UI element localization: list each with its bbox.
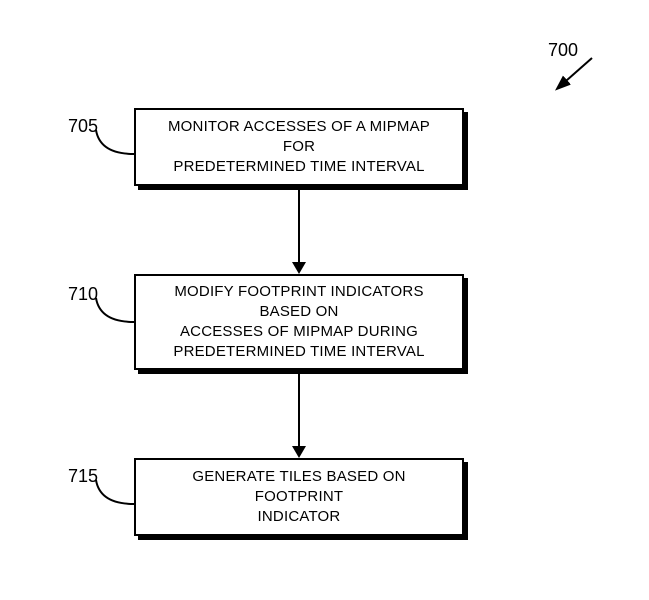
box-content: GENERATE TILES BASED ON FOOTPRINT INDICA…	[134, 458, 464, 536]
leader-curve-710	[94, 296, 138, 330]
figure-pointer-arrow	[540, 50, 610, 100]
step-715-line-2: INDICATOR	[258, 508, 341, 525]
arrow-head-icon	[292, 446, 306, 458]
step-710-line-2: ACCESSES OF MIPMAP DURING	[180, 323, 418, 340]
arrow-line	[298, 374, 300, 446]
leader-curve-705	[94, 128, 138, 162]
step-box-710: MODIFY FOOTPRINT INDICATORS BASED ON ACC…	[134, 274, 464, 370]
step-715-line-1: GENERATE TILES BASED ON FOOTPRINT	[192, 468, 405, 505]
leader-curve-715	[94, 478, 138, 512]
step-710-line-1: MODIFY FOOTPRINT INDICATORS BASED ON	[174, 283, 423, 320]
step-705-line-1: MONITOR ACCESSES OF A MIPMAP FOR	[168, 118, 430, 155]
step-box-705: MONITOR ACCESSES OF A MIPMAP FOR PREDETE…	[134, 108, 464, 186]
step-705-line-2: PREDETERMINED TIME INTERVAL	[173, 158, 424, 175]
arrow-head-icon	[292, 262, 306, 274]
arrow-line	[298, 190, 300, 262]
step-box-715: GENERATE TILES BASED ON FOOTPRINT INDICA…	[134, 458, 464, 536]
step-710-line-3: PREDETERMINED TIME INTERVAL	[173, 343, 424, 360]
box-content: MONITOR ACCESSES OF A MIPMAP FOR PREDETE…	[134, 108, 464, 186]
box-content: MODIFY FOOTPRINT INDICATORS BASED ON ACC…	[134, 274, 464, 370]
